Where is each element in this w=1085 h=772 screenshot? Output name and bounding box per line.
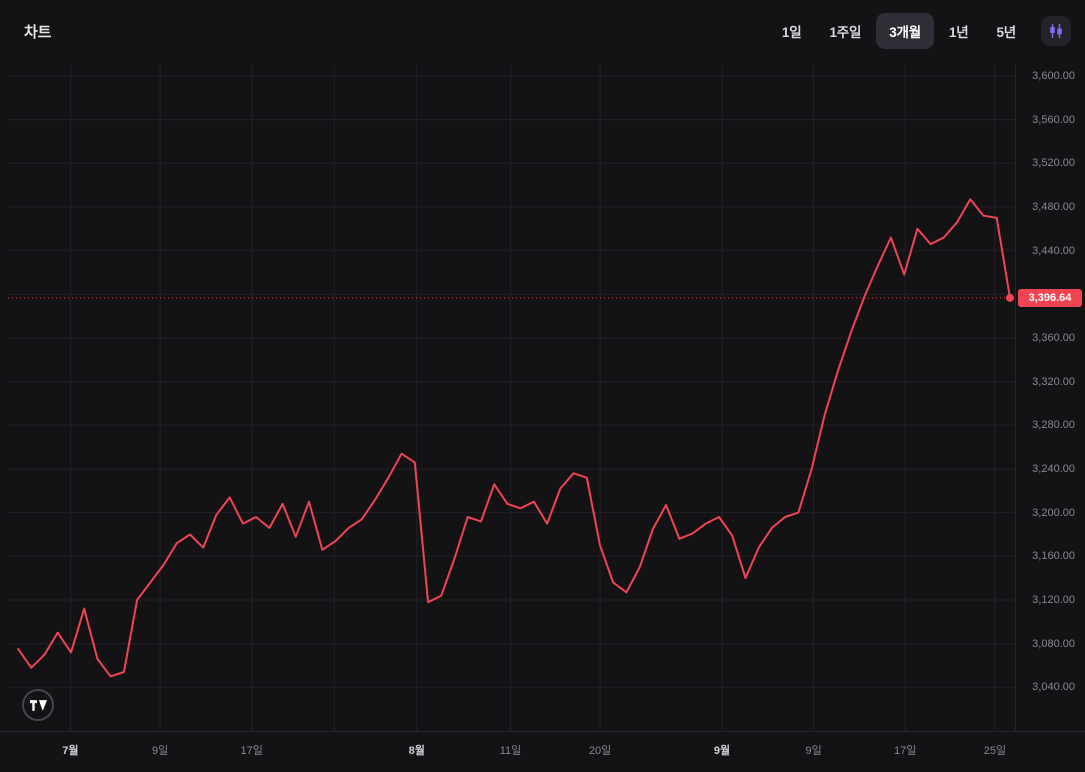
range-selector: 1일 1주일 3개월 1년 5년 [769,13,1029,49]
x-axis-label: 17일 [894,745,917,757]
y-axis-label: 3,280.00 [1032,419,1075,432]
x-axis-label: 11일 [499,745,522,757]
y-axis: 3,600.00 3,560.00 3,520.00 3,480.00 3,440.00… [1015,65,1085,731]
x-axis: 7월 9일 17일 8월 11일 20일 9월 9일 17일 25일 [8,736,1015,766]
last-price-badge: 3,396.64 [1018,288,1082,307]
x-axis-label: 8월 [408,745,425,757]
chart-style-button[interactable] [1041,16,1071,46]
price-chart-svg [8,65,1015,731]
x-axis-label: 9일 [151,745,169,757]
x-axis-label: 9일 [805,745,822,757]
y-axis-label: 3,040.00 [1032,681,1075,694]
y-axis-label: 3,560.00 [1032,113,1075,126]
tradingview-icon [29,699,47,711]
y-axis-border [1015,65,1016,731]
x-axis-label: 9월 [713,745,731,757]
range-button-1일[interactable]: 1일 [769,13,815,49]
tradingview-logo[interactable] [22,689,54,721]
page-title: 차트 [24,23,52,41]
y-axis-label: 3,200.00 [1032,506,1075,519]
y-axis-label: 3,440.00 [1032,244,1075,257]
x-axis-border [0,731,1085,732]
x-axis-label: 25일 [983,745,1007,757]
y-axis-label: 3,600.00 [1032,69,1075,82]
range-button-5년[interactable]: 5년 [983,13,1029,49]
plot-area[interactable] [8,65,1015,731]
x-axis-label: 7월 [62,745,79,757]
y-axis-label: 3,120.00 [1032,594,1075,606]
y-axis-label: 3,240.00 [1032,463,1075,475]
x-axis-label: 17일 [240,745,263,757]
last-price-dot [1006,293,1014,302]
x-axis-label: 20일 [588,745,612,757]
range-button-3개월[interactable]: 3개월 [876,13,934,49]
y-axis-label: 3,520.00 [1032,157,1075,170]
y-axis-label: 3,480.00 [1032,200,1075,213]
price-line [17,198,1011,678]
chart-header: 차트 1일 1주일 3개월 1년 5년 [0,0,1085,62]
range-button-1주일[interactable]: 1주일 [816,13,874,49]
y-axis-label: 3,320.00 [1032,375,1075,388]
y-axis-label: 3,160.00 [1032,550,1075,563]
candlestick-icon [1048,23,1064,39]
y-axis-label: 3,080.00 [1032,637,1075,650]
range-button-1년[interactable]: 1년 [936,13,982,49]
y-axis-label: 3,360.00 [1032,332,1075,344]
